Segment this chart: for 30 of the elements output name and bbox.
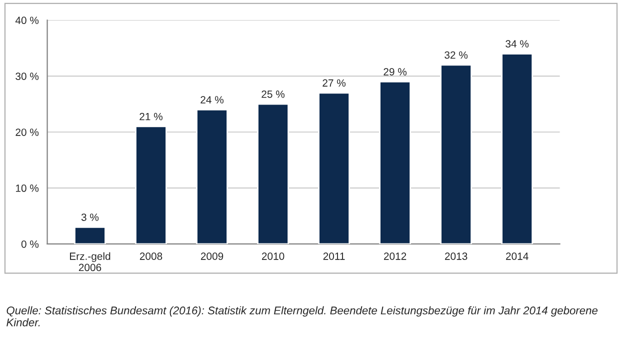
bar: [501, 53, 534, 244]
bar: [318, 92, 350, 244]
data-label: 25 %: [262, 90, 285, 98]
x-tick-label: 2013: [445, 252, 468, 260]
x-tick-label: 2009: [200, 252, 224, 260]
y-tick-label: 10 %: [16, 184, 39, 192]
source-note: Quelle: Statistisches Bundesamt (2016): Statistik zum Elterngeld. Beendete Leistungsbezüge für im Jahr 2014 geborene Kinder.: [6, 306, 598, 326]
bar: [196, 108, 228, 244]
data-label: 21 %: [140, 112, 162, 120]
bar: [135, 126, 167, 244]
x-tick-label: 2012: [384, 252, 406, 260]
data-label: 29 %: [384, 68, 407, 76]
bar: [257, 103, 289, 244]
x-tick-label: 2014: [506, 252, 528, 260]
x-tick-label: 2008: [140, 252, 162, 260]
y-tick-label: 40 %: [15, 16, 39, 24]
x-tick-label: Erz.-geld 2006: [70, 252, 110, 272]
data-label: 34 %: [506, 40, 529, 48]
bar: [379, 81, 412, 244]
x-tick-label: 2011: [323, 252, 345, 260]
bar: [74, 226, 106, 244]
y-tick-label: 0 %: [21, 240, 39, 248]
y-tick-label: 20 %: [16, 128, 39, 136]
y-tick-label: 30 %: [16, 72, 39, 80]
bar: [440, 64, 472, 244]
x-tick-label: 2010: [262, 252, 284, 260]
data-label: 24 %: [200, 96, 224, 104]
data-label: 32 %: [444, 51, 468, 59]
data-label: 27 %: [322, 79, 346, 87]
data-label: 3 %: [81, 214, 99, 221]
